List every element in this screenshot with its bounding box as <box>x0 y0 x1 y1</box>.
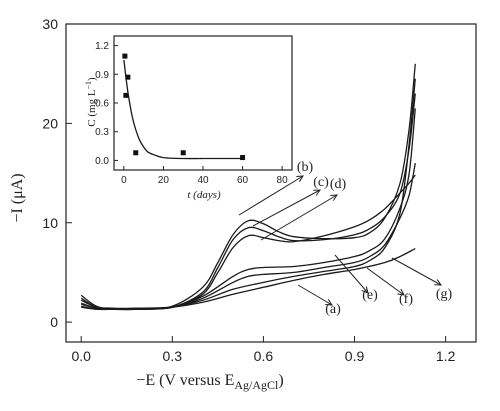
main-plot-frame <box>65 23 477 343</box>
annotation-pointer <box>252 189 321 227</box>
main-axes: 0.0 0.3 0.6 0.9 1.2 0 10 20 30 <box>42 16 455 364</box>
series-annotation-label: (c) <box>313 175 329 190</box>
annotation-pointer <box>238 175 304 216</box>
y-tick-label: 20 <box>42 115 58 131</box>
series-annotation-label: (e) <box>362 288 378 303</box>
inset-x-axis-label: t (days) <box>187 189 221 201</box>
annotation-arrowhead <box>434 279 442 286</box>
x-tick-label: 0.6 <box>254 348 274 364</box>
y-tick-label: 10 <box>42 215 58 231</box>
series-annotation-label: (f) <box>399 292 413 307</box>
inset-y-tick-label: 0.9 <box>95 70 109 81</box>
annotation-pointer <box>297 284 333 306</box>
y-tick-label: 0 <box>50 314 58 330</box>
inset-data-point <box>122 53 128 59</box>
inset-data-point <box>125 74 131 80</box>
inset-x-tick-label: 0 <box>121 175 127 186</box>
series-annotation-label: (b) <box>297 160 314 175</box>
annotation-arrowhead <box>296 175 304 182</box>
inset-x-tick-label: 60 <box>237 175 249 186</box>
annotation-pointer <box>366 267 405 296</box>
y-axis-label: −I (μA) <box>9 173 26 222</box>
inset-y-tick-label: 0.0 <box>95 156 109 167</box>
inset-fit-curve <box>123 59 243 160</box>
inset-background <box>114 36 292 170</box>
inset-y-axis-label: C (mg L−1) <box>84 77 98 127</box>
x-tick-label: 0.3 <box>163 348 183 364</box>
inset-data-point <box>240 155 246 161</box>
inset-x-tick-label: 80 <box>277 175 289 186</box>
series-annotation-label: (a) <box>325 302 341 317</box>
annotation-arrowhead <box>361 286 369 294</box>
inset-x-tick-label: 40 <box>197 175 209 186</box>
series-annotation-label: (d) <box>330 177 347 192</box>
x-tick-label: 1.2 <box>436 348 456 364</box>
inset-y-tick-label: 0.3 <box>95 127 109 138</box>
inset-data-point <box>133 150 139 156</box>
x-tick-label: 0.0 <box>71 348 91 364</box>
series-line <box>81 78 416 310</box>
series-line <box>80 93 416 310</box>
series-annotation-label: (g) <box>436 287 453 302</box>
main-annotations: (a) (b)(c) (d) (e) (f) (g) <box>238 160 453 317</box>
annotation-arrowhead <box>325 299 333 306</box>
annotation-arrowhead <box>313 189 321 196</box>
x-axis-label: −E (V versus EAg/AgCl) <box>136 372 283 392</box>
inset-x-tick-label: 20 <box>158 175 170 186</box>
inset-plot <box>122 53 246 161</box>
inset-data-point <box>123 92 129 98</box>
annotation-pointer <box>391 257 442 286</box>
inset-data-point <box>180 150 186 156</box>
x-tick-label: 0.9 <box>345 348 365 364</box>
inset-axes: 0 20 40 60 80 0.0 0.3 0.6 0.9 1.2 <box>95 41 288 186</box>
annotation-arrowhead <box>397 288 405 296</box>
main-curves <box>80 63 416 311</box>
annotation-pointer <box>334 254 369 294</box>
inset-y-tick-label: 0.6 <box>95 99 109 110</box>
inset-y-tick-label: 1.2 <box>95 41 109 52</box>
annotation-arrowhead <box>330 194 338 201</box>
annotation-pointer <box>260 194 338 241</box>
y-tick-label: 30 <box>42 16 58 32</box>
